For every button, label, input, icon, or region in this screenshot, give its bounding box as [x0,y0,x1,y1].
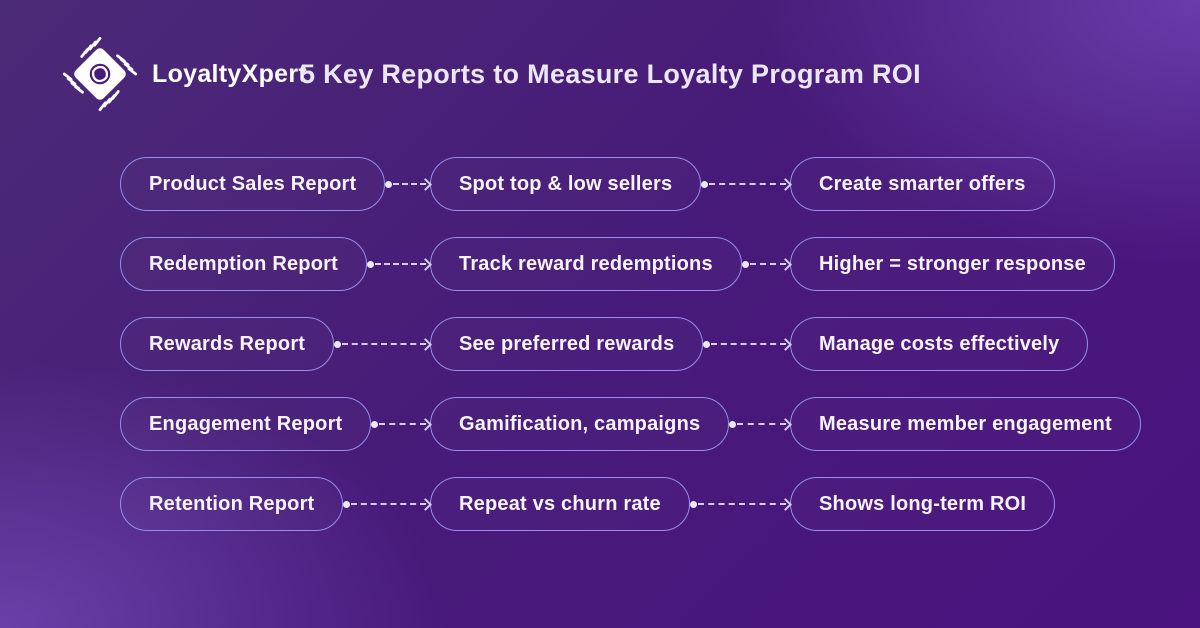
flow-cell: Spot top & low sellers [430,157,792,211]
flow-cell: Create smarter offers [790,157,1166,211]
brand-name: LoyaltyXpert [152,59,308,88]
connector-dashes [351,503,426,505]
page-title: 5 Key Reports to Measure Loyalty Program… [300,59,921,89]
connector-dot [703,340,711,348]
dotted-arrow-connector [703,337,792,351]
outcome-pill: Measure member engagement [790,397,1141,451]
outcome-pill: Create smarter offers [790,157,1055,211]
connector-dot [366,260,374,268]
flow-cell: Redemption Report [120,237,432,291]
dotted-arrow-connector [385,177,432,191]
insight-pill: Repeat vs churn rate [430,477,690,531]
flow-row: Retention Report Repeat vs churn rate Sh… [120,477,1166,531]
insight-pill: Track reward redemptions [430,237,742,291]
flow-cell: Gamification, campaigns [430,397,792,451]
outcome-pill: Manage costs effectively [790,317,1089,371]
flow-diagram: Product Sales Report Spot top & low sell… [120,157,1166,557]
flow-cell: Track reward redemptions [430,237,792,291]
insight-pill: See preferred rewards [430,317,704,371]
flow-cell: Repeat vs churn rate [430,477,792,531]
brand-header: LoyaltyXpert [62,36,307,112]
connector-dashes [749,263,786,265]
report-pill: Rewards Report [120,317,335,371]
flow-cell: Manage costs effectively [790,317,1166,371]
report-pill: Product Sales Report [120,157,386,211]
flow-row: Product Sales Report Spot top & low sell… [120,157,1166,211]
connector-dashes [697,503,786,505]
connector-dashes [374,263,426,265]
flow-cell: See preferred rewards [430,317,792,371]
connector-dot [334,340,342,348]
dotted-arrow-connector [729,417,792,431]
connector-dashes [379,423,426,425]
flow-cell: Retention Report [120,477,432,531]
connector-dot [741,260,749,268]
flow-cell: Shows long-term ROI [790,477,1166,531]
flow-cell: Product Sales Report [120,157,432,211]
insight-pill: Spot top & low sellers [430,157,702,211]
loyaltyxpert-logo-icon [62,36,138,112]
flow-cell: Measure member engagement [790,397,1166,451]
flow-cell: Rewards Report [120,317,432,371]
dotted-arrow-connector [741,257,792,271]
connector-dot [689,500,697,508]
dotted-arrow-connector [371,417,432,431]
flow-row: Redemption Report Track reward redemptio… [120,237,1166,291]
flow-cell: Higher = stronger response [790,237,1166,291]
dotted-arrow-connector [701,177,792,191]
report-pill: Retention Report [120,477,344,531]
flow-cell: Engagement Report [120,397,432,451]
dotted-arrow-connector [343,497,432,511]
dotted-arrow-connector [334,337,432,351]
dotted-arrow-connector [366,257,432,271]
report-pill: Engagement Report [120,397,372,451]
outcome-pill: Higher = stronger response [790,237,1115,291]
connector-dashes [711,343,786,345]
connector-dashes [737,423,786,425]
connector-dot [371,420,379,428]
connector-dashes [393,183,426,185]
report-pill: Redemption Report [120,237,367,291]
outcome-pill: Shows long-term ROI [790,477,1056,531]
connector-dot [343,500,351,508]
dotted-arrow-connector [689,497,792,511]
connector-dashes [342,343,426,345]
connector-dot [729,420,737,428]
connector-dot [385,180,393,188]
insight-pill: Gamification, campaigns [430,397,730,451]
flow-row: Rewards Report See preferred rewards Man… [120,317,1166,371]
flow-row: Engagement Report Gamification, campaign… [120,397,1166,451]
connector-dashes [709,183,786,185]
connector-dot [701,180,709,188]
